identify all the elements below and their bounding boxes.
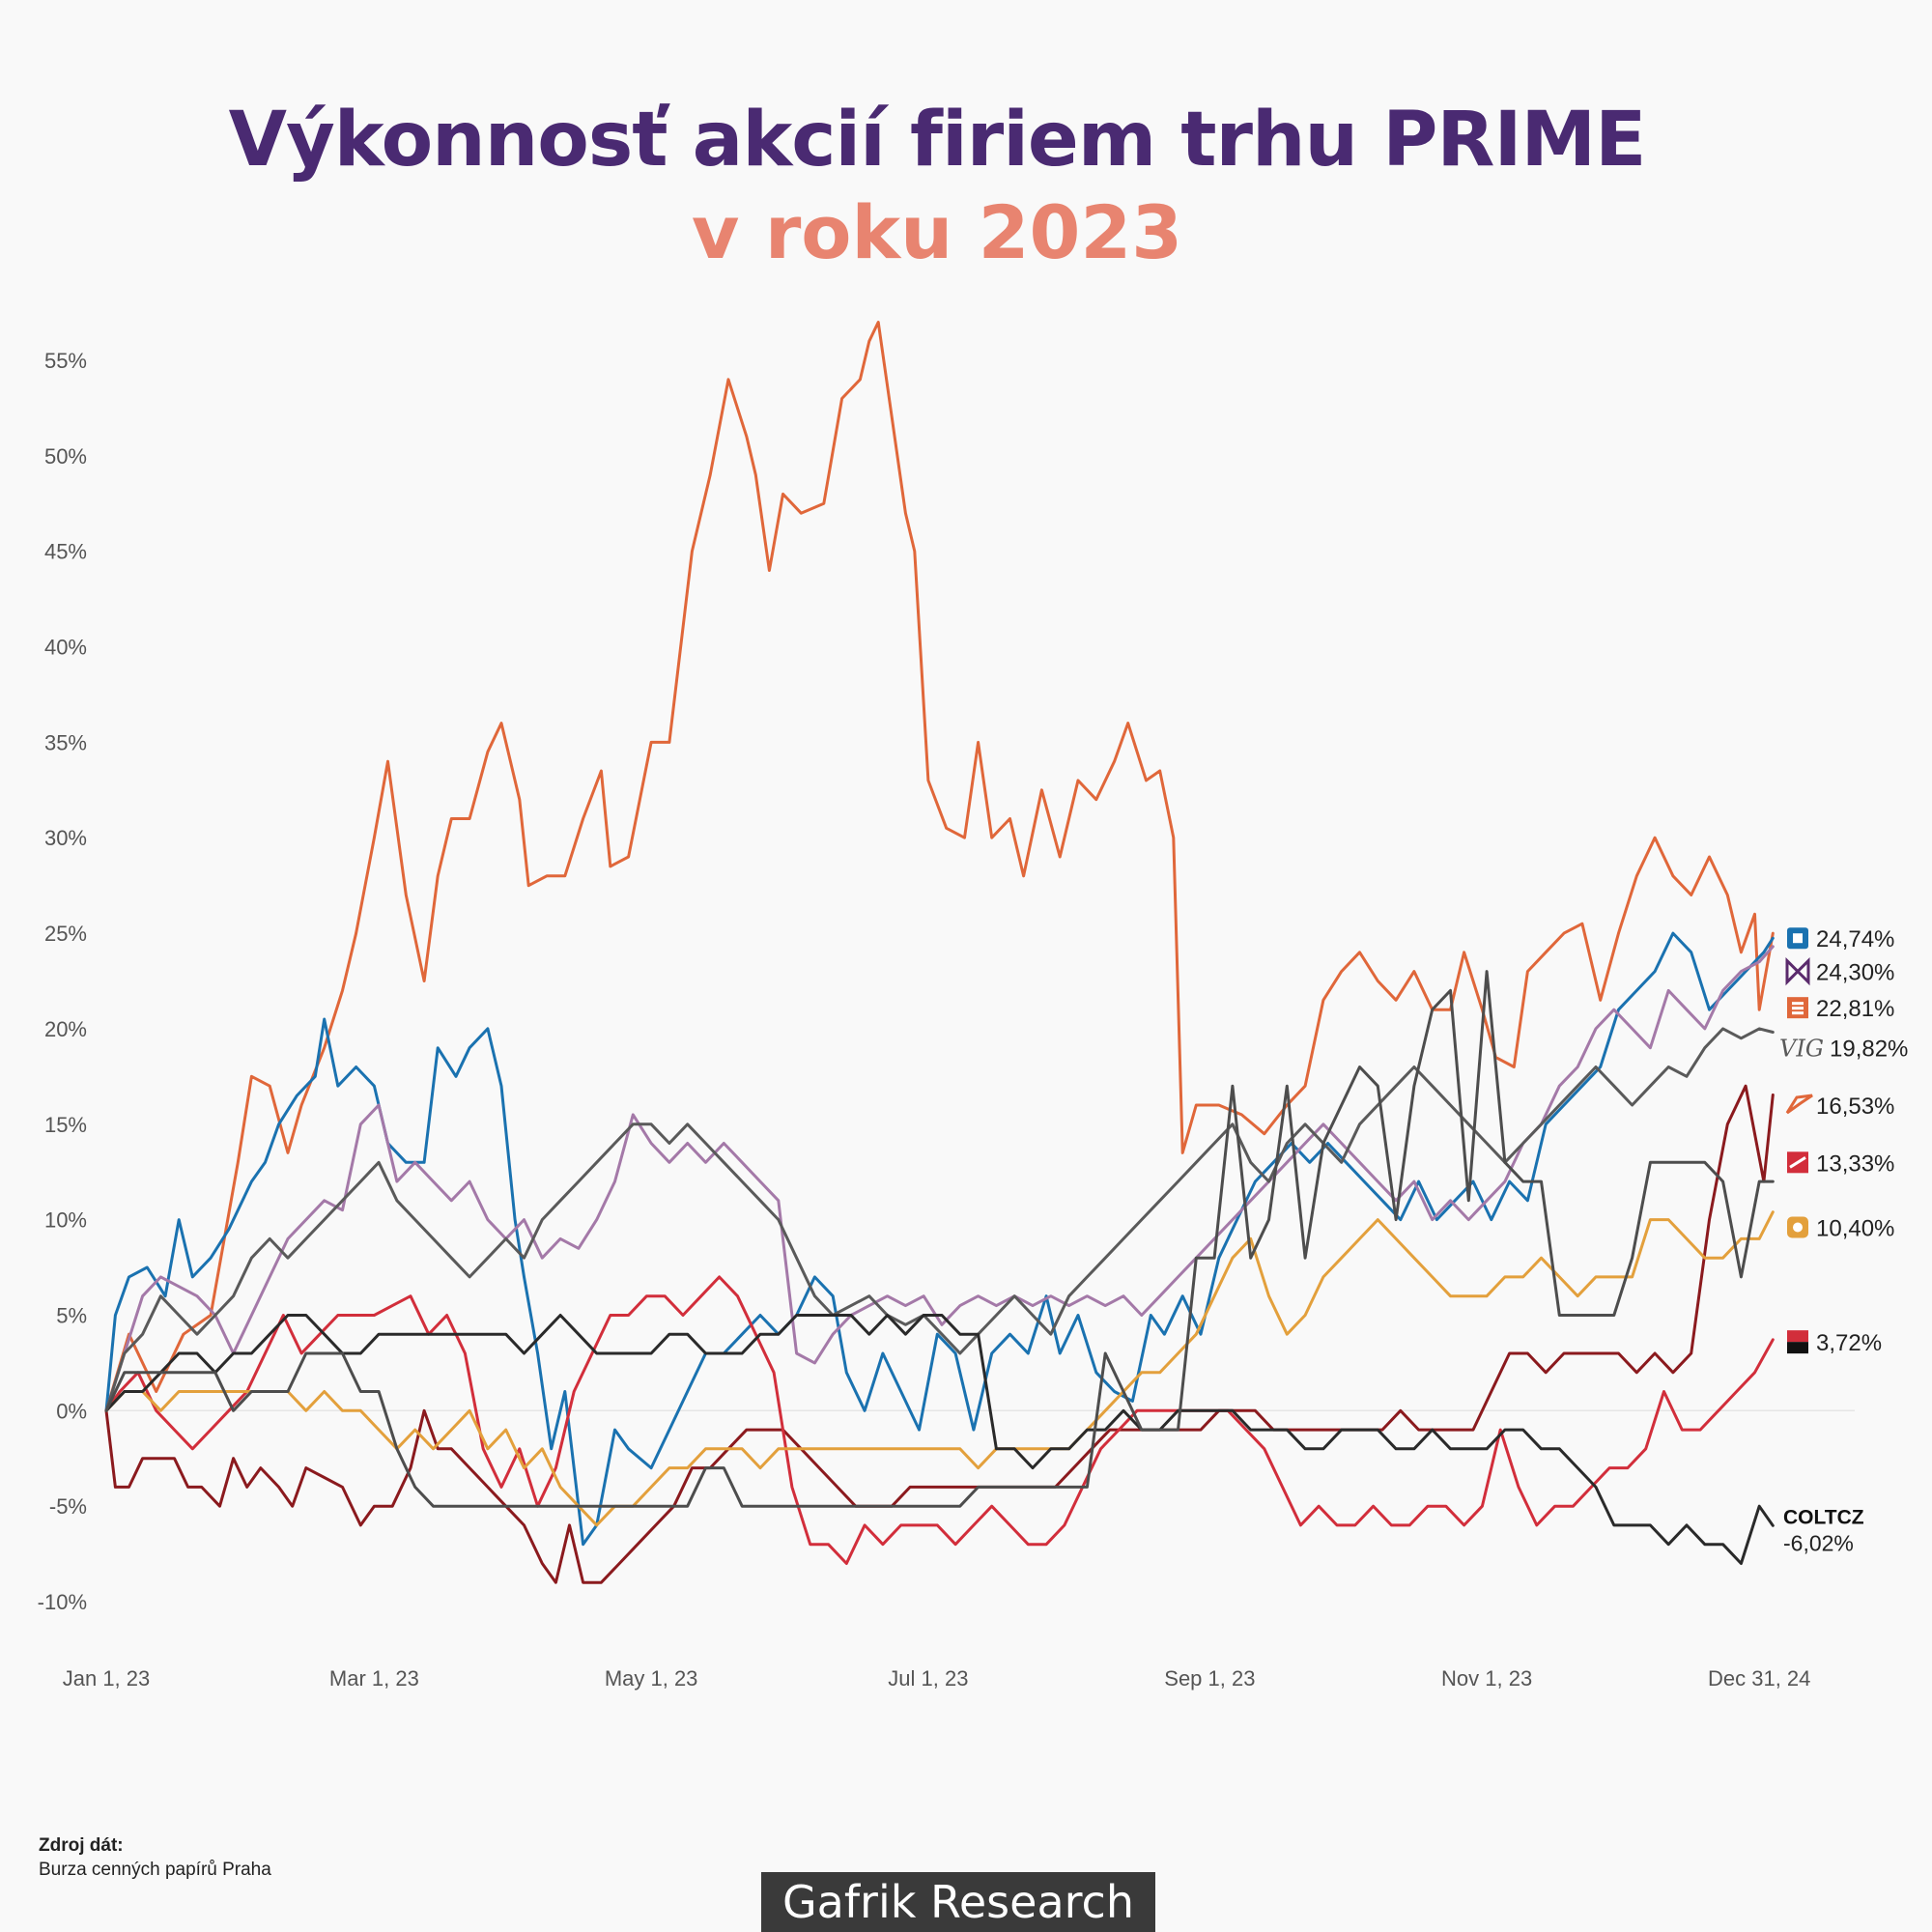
y-tick-label: 0% <box>56 1399 87 1423</box>
x-axis: Jan 1, 23 Mar 1, 23 May 1, 23 Jul 1, 23 Sep … <box>63 1666 1811 1690</box>
coltcz-value-label: -6,02% <box>1783 1530 1854 1555</box>
series-line <box>104 1027 1775 1412</box>
series-line <box>104 321 1775 1412</box>
series-line <box>104 1314 1775 1565</box>
y-tick-label: 50% <box>44 444 87 469</box>
vig-logo-icon: VIG <box>1779 1036 1824 1063</box>
moneta-logo-icon <box>1785 956 1810 986</box>
end-value-label: 16,53% <box>1816 1094 1894 1120</box>
series-lines <box>104 321 1775 1584</box>
source-label: Zdroj dát: <box>39 1835 124 1856</box>
series-line <box>104 1210 1775 1527</box>
komercni-logo-icon <box>1787 1330 1808 1354</box>
end-value-label: 24,74% <box>1816 926 1894 952</box>
end-labels: 24,74% 24,30% 22,81% VIG 19,82% 16,53% 13,33% 1… <box>1779 926 1908 1555</box>
end-value-label: 10,40% <box>1816 1216 1894 1242</box>
y-tick-label: 15% <box>44 1113 87 1137</box>
y-tick-label: 45% <box>44 540 87 564</box>
y-tick-label: 10% <box>44 1208 87 1233</box>
end-value-label: 24,30% <box>1816 960 1894 986</box>
series-line <box>104 945 1775 1412</box>
y-tick-label: 55% <box>44 349 87 373</box>
chart-subtitle: v roku 2023 <box>691 189 1183 275</box>
x-tick-label: Jan 1, 23 <box>63 1666 151 1690</box>
chart-title: Výkonnosť akcií firiem trhu PRIME <box>228 97 1647 184</box>
series-line <box>104 970 1775 1508</box>
series-line <box>104 931 1775 1547</box>
y-tick-label: 20% <box>44 1017 87 1041</box>
y-tick-label: 5% <box>56 1303 87 1327</box>
x-tick-label: May 1, 23 <box>605 1666 698 1690</box>
x-tick-label: Mar 1, 23 <box>329 1666 419 1690</box>
y-tick-label: -10% <box>38 1590 87 1614</box>
y-axis: 55% 50% 45% 40% 35% 30% 25% 20% 15% 10% 5% 0% -5% -10… <box>38 349 87 1614</box>
brand-badge: Gafrik Research <box>761 1872 1155 1932</box>
kofola-logo-icon <box>1787 1216 1808 1238</box>
erste-logo-icon <box>1787 927 1808 950</box>
y-tick-label: 35% <box>44 730 87 754</box>
cez-logo-icon <box>1787 997 1808 1019</box>
source-block: Zdroj dát: Burza cenných papírů Praha <box>39 1833 271 1882</box>
series-line <box>104 1275 1775 1565</box>
cez-distribution-logo-icon <box>1787 1151 1808 1174</box>
end-value-label: 3,72% <box>1816 1330 1882 1356</box>
end-value-label: 22,81% <box>1816 996 1894 1022</box>
y-tick-label: -5% <box>49 1494 87 1519</box>
photon-logo-icon <box>1785 1094 1813 1115</box>
x-tick-label: Sep 1, 23 <box>1164 1666 1255 1690</box>
coltcz-name-label: COLTCZ <box>1783 1506 1864 1528</box>
y-tick-label: 40% <box>44 636 87 660</box>
series-line <box>104 1084 1775 1584</box>
source-text: Burza cenných papírů Praha <box>39 1860 271 1880</box>
end-value-label: 19,82% <box>1830 1037 1908 1063</box>
y-tick-label: 30% <box>44 826 87 850</box>
y-tick-label: 25% <box>44 922 87 946</box>
x-tick-label: Nov 1, 23 <box>1441 1666 1532 1690</box>
end-value-label: 13,33% <box>1816 1151 1894 1177</box>
x-tick-label: Jul 1, 23 <box>888 1666 968 1690</box>
x-tick-label: Dec 31, 24 <box>1708 1666 1810 1690</box>
